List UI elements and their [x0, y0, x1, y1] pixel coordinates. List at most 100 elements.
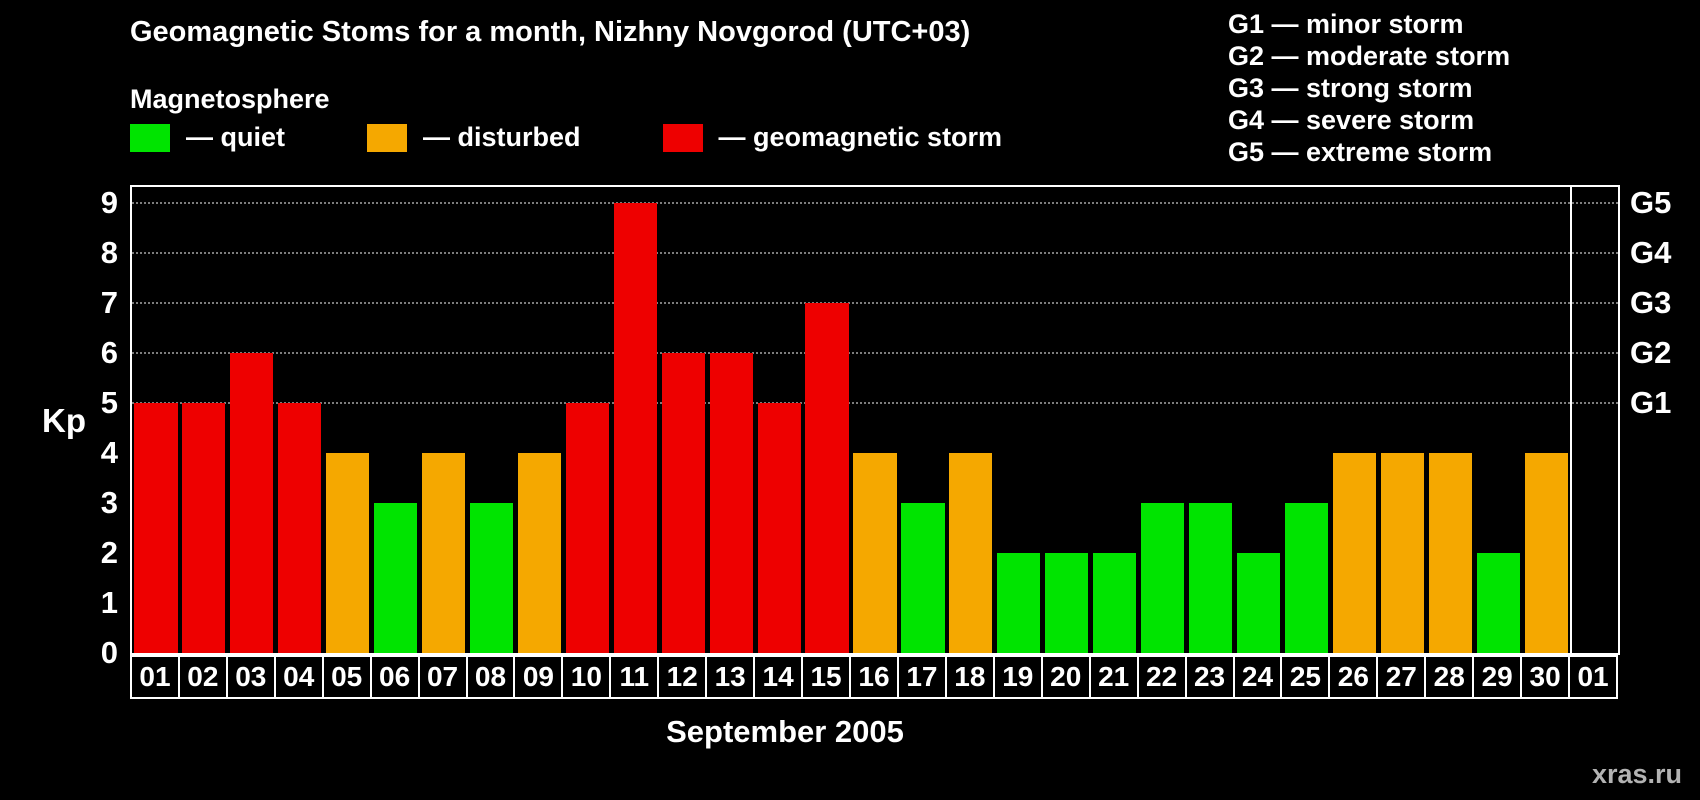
legend-label-quiet: — quiet: [186, 122, 285, 152]
gridline-kp-8: [132, 252, 1618, 254]
day-label-08: 08: [465, 655, 516, 699]
day-label-11: 11: [609, 655, 660, 699]
gridline-kp-6: [132, 352, 1618, 354]
kp-bar-day-25: [1284, 503, 1328, 653]
day-label-27: 27: [1376, 655, 1427, 699]
gridline-kp-7: [132, 302, 1618, 304]
day-label-29: 29: [1472, 655, 1523, 699]
day-label-09: 09: [513, 655, 564, 699]
y-tick-label-2: 2: [100, 535, 118, 570]
day-label-25: 25: [1280, 655, 1331, 699]
kp-bar-day-29: [1476, 553, 1520, 653]
y-tick-label-7: 7: [100, 285, 118, 320]
kp-bar-day-01: [134, 403, 178, 653]
right-axis-labels: G1 G2 G3 G4 G5: [1630, 185, 1700, 653]
kp-bar-day-23: [1188, 503, 1233, 653]
right-axis-label-G1: G1: [1630, 385, 1672, 420]
magnetosphere-legend: — quiet — disturbed — geomagnetic storm: [130, 122, 1084, 153]
kp-bar-day-07: [422, 453, 466, 653]
legend-heading: Magnetosphere: [130, 84, 330, 114]
quiet-color-swatch-icon: [130, 123, 170, 152]
y-axis-title: Kp: [42, 402, 86, 439]
next-month-separator-line: [1570, 187, 1573, 653]
kp-bar-day-13: [709, 353, 753, 653]
legend-label-disturbed: — disturbed: [423, 122, 581, 152]
day-label-19: 19: [992, 655, 1043, 699]
day-label-02: 02: [177, 655, 228, 699]
kp-bar-day-11: [613, 203, 657, 653]
day-label-14: 14: [753, 655, 804, 699]
plot-area: [130, 185, 1620, 655]
g3-legend-line: G3 — strong storm: [1228, 73, 1473, 103]
day-label-10: 10: [561, 655, 612, 699]
day-label-26: 26: [1328, 655, 1379, 699]
watermark: xras.ru: [1591, 759, 1682, 789]
legend-item-storm: — geomagnetic storm: [662, 122, 1003, 153]
day-label-04: 04: [273, 655, 324, 699]
kp-bar-day-17: [901, 503, 945, 653]
y-tick-label-5: 5: [100, 385, 118, 420]
g-scale-legend: G1 — minor storm G2 — moderate storm G3 …: [1228, 8, 1510, 168]
kp-bar-day-24: [1236, 553, 1281, 653]
disturbed-color-swatch-icon: [367, 123, 407, 152]
day-label-21: 21: [1088, 655, 1139, 699]
kp-bar-day-15: [805, 303, 849, 653]
month-label: September 2005: [666, 714, 904, 749]
gridline-kp-9: [132, 202, 1618, 204]
g2-legend-line: G2 — moderate storm: [1228, 41, 1511, 71]
kp-bar-day-28: [1428, 453, 1472, 653]
y-axis-labels: 0 1 2 3 4 5 6 7 8 9: [0, 185, 118, 670]
kp-bar-day-02: [182, 403, 226, 653]
legend-label-storm: — geomagnetic storm: [718, 122, 1003, 152]
kp-bar-day-10: [565, 403, 609, 653]
day-label-03: 03: [225, 655, 276, 699]
kp-bar-day-20: [1045, 553, 1089, 653]
day-label-01: 01: [130, 655, 180, 699]
kp-bar-day-05: [326, 453, 370, 653]
y-tick-label-6: 6: [100, 335, 118, 370]
kp-bar-day-14: [757, 403, 801, 653]
kp-bar-day-12: [661, 353, 705, 653]
storm-color-swatch-icon: [662, 123, 703, 152]
g1-legend-line: G1 — minor storm: [1228, 9, 1464, 39]
gridline-kp-5: [132, 402, 1618, 404]
kp-bar-day-18: [949, 453, 993, 653]
y-tick-label-0: 0: [100, 635, 118, 670]
g5-legend-line: G5 — extreme storm: [1228, 137, 1493, 167]
kp-bar-day-21: [1093, 553, 1137, 653]
g4-legend-line: G4 — severe storm: [1228, 105, 1475, 135]
kp-bar-day-09: [517, 453, 562, 653]
kp-bar-day-27: [1380, 453, 1424, 653]
legend-item-quiet: — quiet: [130, 122, 285, 153]
y-tick-label-9: 9: [100, 185, 118, 220]
day-label-24: 24: [1232, 655, 1283, 699]
legend-item-disturbed: — disturbed: [367, 122, 581, 153]
kp-bar-day-22: [1141, 503, 1185, 653]
chart-title: Geomagnetic Stoms for a month, Nizhny No…: [130, 16, 971, 48]
right-axis-label-G2: G2: [1630, 335, 1672, 370]
day-label-18: 18: [944, 655, 995, 699]
day-label-23: 23: [1184, 655, 1235, 699]
day-label-17: 17: [896, 655, 947, 699]
kp-bar-day-04: [278, 403, 322, 653]
day-label-05: 05: [321, 655, 372, 699]
y-tick-label-4: 4: [100, 435, 118, 470]
y-tick-label-8: 8: [100, 235, 118, 270]
y-tick-label-1: 1: [100, 585, 118, 620]
right-axis-label-G4: G4: [1630, 235, 1672, 270]
day-label-06: 06: [369, 655, 420, 699]
kp-bar-day-26: [1332, 453, 1376, 653]
kp-bar-day-03: [230, 353, 274, 653]
kp-bar-day-06: [374, 503, 418, 653]
kp-bar-day-19: [997, 553, 1041, 653]
x-axis-day-labels: 01 02 03 04 05 06 07 08 09 10 11 12 13 14 15 16 17 18 19 20…: [130, 655, 1624, 701]
right-axis-label-G5: G5: [1630, 185, 1672, 220]
day-label-07: 07: [417, 655, 468, 699]
kp-bar-day-30: [1524, 453, 1568, 653]
day-label-22: 22: [1136, 655, 1187, 699]
day-label-20: 20: [1040, 655, 1091, 699]
day-label-16: 16: [849, 655, 899, 699]
day-label-15: 15: [801, 655, 852, 699]
day-label-30: 30: [1520, 655, 1571, 699]
